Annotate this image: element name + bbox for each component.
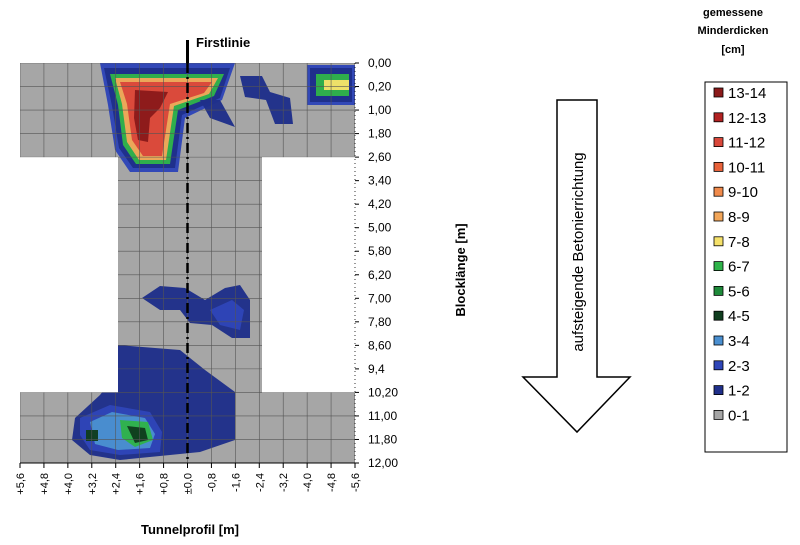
legend-label-5-6: 5-6 — [728, 283, 750, 300]
y-tick-label: 0,00 — [368, 56, 392, 70]
x-tick-label: +5,6 — [15, 473, 27, 495]
legend-swatch-7-8 — [713, 236, 724, 247]
y-tick-label: 7,00 — [368, 291, 392, 305]
x-axis-label: Tunnelprofil [m] — [141, 522, 239, 537]
arrow-shape — [521, 99, 632, 434]
legend-swatch-6-7 — [713, 261, 724, 272]
x-tick-label: +4,8 — [39, 473, 51, 495]
x-axis-ticks: +5,6 +4,8 +4,0 +3,2 +2,4 +1,6 +0,8 ±0,0 -0,8 -1,6… — [15, 463, 362, 495]
zone-7-8-11 — [324, 80, 349, 90]
legend-label-2-3: 2-3 — [728, 358, 750, 375]
legend-swatch-13-14 — [713, 87, 724, 98]
legend-label-12-13: 12-13 — [728, 110, 766, 127]
plot-area — [20, 40, 356, 464]
y-axis-label: Blocklänge [m] — [453, 223, 468, 316]
legend-swatch-5-6 — [713, 285, 724, 296]
x-tick-label: +3,2 — [87, 473, 99, 495]
legend-title-line-2: Minderdicken — [698, 25, 769, 37]
x-tick-label: -1,6 — [230, 473, 242, 492]
chart-title: Firstlinie — [196, 35, 250, 50]
x-tick-label: +0,8 — [159, 473, 171, 495]
x-tick-label: -3,2 — [278, 473, 290, 492]
x-tick-label: -2,4 — [254, 473, 266, 492]
x-tick-label: -4,8 — [326, 473, 338, 492]
y-tick-label: 5,80 — [368, 244, 392, 258]
x-tick-label: +1,6 — [135, 473, 147, 495]
y-tick-label: 5,00 — [368, 221, 392, 235]
y-tick-label: 12,00 — [368, 456, 398, 470]
legend-label-0-1: 0-1 — [728, 407, 750, 424]
y-tick-label: 9,4 — [368, 362, 385, 376]
y-tick-label: 2,60 — [368, 150, 392, 164]
x-tick-label: -0,8 — [206, 473, 218, 492]
y-tick-label: 11,00 — [368, 409, 397, 423]
x-tick-label: +4,0 — [63, 473, 75, 495]
legend-label-8-9: 8-9 — [728, 209, 750, 226]
legend-swatch-3-4 — [713, 335, 724, 346]
y-tick-label: 0,20 — [368, 80, 392, 94]
legend-swatch-12-13 — [713, 112, 724, 123]
legend-label-13-14: 13-14 — [728, 85, 766, 102]
zone-1-2-6 — [240, 76, 293, 124]
zone-13-14-5 — [134, 90, 168, 142]
legend-swatch-9-10 — [713, 186, 724, 197]
legend-swatch-10-11 — [713, 161, 724, 172]
legend-title-line-3: [cm] — [721, 44, 745, 56]
legend-label-3-4: 3-4 — [728, 333, 750, 350]
legend-swatch-4-5 — [713, 310, 724, 321]
legend-swatch-11-12 — [713, 137, 724, 148]
y-tick-label: 8,60 — [368, 338, 392, 352]
direction-arrow: aufsteigende Betonierrichtung — [521, 99, 632, 434]
legend-label-9-10: 9-10 — [728, 184, 758, 201]
y-tick-label: 3,40 — [368, 174, 392, 188]
y-tick-label: 1,00 — [368, 103, 392, 117]
y-tick-label: 11,80 — [368, 432, 397, 446]
arrow-label: aufsteigende Betonierrichtung — [570, 152, 587, 351]
y-tick-label: 10,20 — [368, 385, 398, 399]
x-tick-label: +2,4 — [111, 473, 123, 495]
legend-swatch-8-9 — [713, 211, 724, 222]
x-tick-label: -4,0 — [302, 473, 314, 492]
legend-swatch-2-3 — [713, 360, 724, 371]
y-tick-label: 1,80 — [368, 127, 392, 141]
legend-label-6-7: 6-7 — [728, 259, 750, 276]
legend-label-10-11: 10-11 — [728, 159, 765, 176]
y-tick-label: 4,20 — [368, 197, 392, 211]
y-tick-label: 7,80 — [368, 315, 392, 329]
y-tick-label: 6,20 — [368, 268, 392, 282]
legend-label-1-2: 1-2 — [728, 383, 750, 400]
legend-title-line-1: gemessene — [703, 7, 763, 19]
zone-4-5-18 — [127, 426, 148, 443]
legend-label-11-12: 11-12 — [728, 135, 765, 152]
x-tick-label: ±0,0 — [183, 473, 195, 494]
legend-swatch-0-1 — [713, 409, 724, 420]
legend-label-7-8: 7-8 — [728, 234, 750, 251]
x-tick-label: -5,6 — [350, 473, 362, 492]
legend: gemessene Minderdicken [cm] 13-14 12-13 11… — [698, 7, 788, 453]
y-axis-ticks: 0,00 0,20 1,00 1,80 2,60 3,40 4,20 5,00 5,80 6,20… — [355, 56, 398, 470]
legend-swatch-1-2 — [713, 385, 724, 396]
zone-1-2-7 — [200, 100, 235, 127]
legend-label-4-5: 4-5 — [728, 308, 750, 325]
